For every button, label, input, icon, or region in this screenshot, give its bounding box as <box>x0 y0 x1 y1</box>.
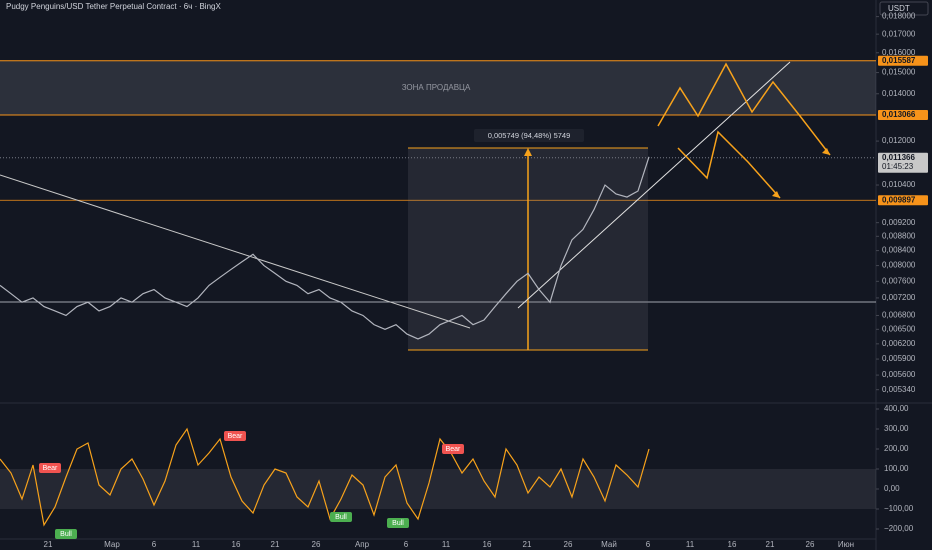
y-tick-label: 0,012000 <box>882 136 916 145</box>
y-tick-label: 0,017000 <box>882 29 916 38</box>
osc-band <box>0 469 876 509</box>
price-badge <box>878 55 928 66</box>
x-tick-label: 11 <box>192 540 201 549</box>
signal-label: Bear <box>446 446 461 453</box>
signal-badge <box>387 518 409 528</box>
y-tick-label: 0,006200 <box>882 339 916 348</box>
x-tick-label: 26 <box>806 540 815 549</box>
x-tick-label: Июн <box>838 540 854 549</box>
x-tick-label: 16 <box>232 540 241 549</box>
oscillator-line <box>0 427 650 527</box>
x-tick-label: Апр <box>355 540 370 549</box>
currency-box <box>879 1 929 16</box>
price-badge <box>878 152 928 173</box>
signal-label: Bull <box>60 531 72 538</box>
y-tick-label: 0,008800 <box>882 231 916 240</box>
y-tick-label: 0,008400 <box>882 246 916 255</box>
price-badge <box>878 109 928 120</box>
currency: USDT <box>888 4 910 13</box>
osc-tick-label: 0,00 <box>884 484 900 493</box>
x-tick-label: Мар <box>104 540 120 549</box>
y-tick-label: 0,005340 <box>882 385 916 394</box>
x-tick-label: 21 <box>523 540 532 549</box>
x-tick-label: 6 <box>152 540 157 549</box>
chart-title: Pudgy Penguins/USD Tether Perpetual Cont… <box>6 2 221 11</box>
projection-arrow <box>657 62 831 156</box>
price-line <box>0 156 650 340</box>
osc-tick-label: −200,00 <box>884 524 914 533</box>
signal-badge <box>55 529 77 539</box>
x-tick-label: Май <box>601 540 617 549</box>
osc-tick-label: −100,00 <box>884 504 914 513</box>
axis-group: 0,018000 0,017000 0,016000 0,015000 0,014000… <box>876 12 928 394</box>
projection-arrow <box>677 130 781 199</box>
x-tick-label: 21 <box>44 540 53 549</box>
price-timer: 01:45:23 <box>882 162 914 171</box>
price-badge-label: 0,015587 <box>882 56 916 65</box>
y-tick-label: 0,005900 <box>882 354 916 363</box>
y-tick-label: 0,007600 <box>882 276 916 285</box>
y-tick-label: 0,015000 <box>882 68 916 77</box>
y-tick-label: 0,007200 <box>882 293 916 302</box>
arrow-head <box>772 191 780 198</box>
x-tick-label: 16 <box>483 540 492 549</box>
measure-arrow-head <box>524 148 532 156</box>
x-tick-label: 21 <box>766 540 775 549</box>
y-tick-label: 0,010400 <box>882 180 916 189</box>
zone-group: ЗОНА ПРОДАВЦА 0,005749 (94,48%) 5749 <box>0 60 876 351</box>
x-tick-label: 16 <box>728 540 737 549</box>
signal-badge <box>442 444 464 454</box>
price-badge <box>878 195 928 206</box>
y-tick-label: 0,016000 <box>882 48 916 57</box>
x-tick-label: 26 <box>312 540 321 549</box>
price-badge-label: 0,011366 <box>882 153 915 162</box>
y-tick-label: 0,005600 <box>882 370 916 379</box>
osc-tick-label: 200,00 <box>884 444 909 453</box>
x-tick-label: 6 <box>404 540 409 549</box>
trend-line <box>517 61 791 309</box>
trend-line <box>0 174 471 329</box>
y-tick-label: 0,006500 <box>882 324 916 333</box>
x-tick-label: 21 <box>271 540 280 549</box>
signal-label: Bear <box>228 433 243 440</box>
signal-label: Bull <box>392 520 404 527</box>
signal-badge <box>330 512 352 522</box>
price-badge-label: 0,013066 <box>882 110 916 119</box>
signal-badge <box>39 463 61 473</box>
signal-label: Bear <box>43 465 58 472</box>
measure-label-box <box>474 129 584 142</box>
y-tick-label: 0,009200 <box>882 218 916 227</box>
zone-label: ЗОНА ПРОДАВЦА <box>402 83 471 92</box>
measure-label: 0,005749 (94,48%) 5749 <box>488 131 571 140</box>
x-tick-label: 11 <box>686 540 695 549</box>
signal-label: Bull <box>335 514 347 521</box>
x-tick-label: 26 <box>564 540 573 549</box>
osc-tick-label: 300,00 <box>884 424 909 433</box>
y-tick-label: 0,008000 <box>882 261 916 270</box>
signal-badge <box>224 431 246 441</box>
price-badge-label: 0,009897 <box>882 195 916 204</box>
y-tick-label: 0,014000 <box>882 89 916 98</box>
x-tick-label: 11 <box>442 540 451 549</box>
osc-tick-label: 100,00 <box>884 464 909 473</box>
arrow-head <box>822 148 830 155</box>
x-tick-label: 6 <box>646 540 651 549</box>
y-tick-label: 0,006800 <box>882 311 916 320</box>
osc-tick-label: 400,00 <box>884 404 909 413</box>
y-tick-label: 0,018000 <box>882 12 916 21</box>
